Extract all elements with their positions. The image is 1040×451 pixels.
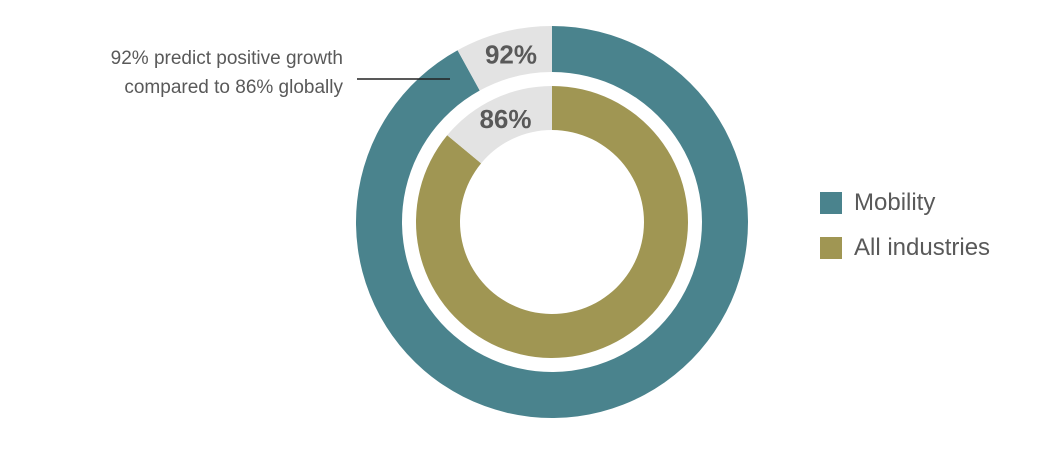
annotation-line-1: 92% predict positive growth bbox=[110, 48, 343, 69]
slice-all-industries bbox=[415, 86, 688, 358]
annotation: 92% predict positive growth compared to … bbox=[111, 44, 343, 102]
slice-all-industries-remainder bbox=[447, 86, 552, 164]
slice-mobility bbox=[355, 26, 748, 418]
legend-swatch-mobility bbox=[820, 191, 842, 214]
legend-item-mobility: Mobility bbox=[820, 180, 990, 225]
legend-swatch-all-industries bbox=[820, 236, 842, 259]
legend: Mobility All industries bbox=[820, 180, 990, 270]
data-label-mobility: 92% bbox=[485, 39, 537, 69]
slice-mobility-remainder bbox=[457, 25, 552, 91]
legend-label-all-industries: All industries bbox=[854, 233, 991, 261]
legend-item-all-industries: All industries bbox=[820, 225, 990, 270]
legend-label-mobility: Mobility bbox=[854, 188, 936, 216]
data-label-all-industries: 86% bbox=[479, 104, 531, 134]
annotation-line-2: compared to 86% globally bbox=[124, 77, 343, 98]
